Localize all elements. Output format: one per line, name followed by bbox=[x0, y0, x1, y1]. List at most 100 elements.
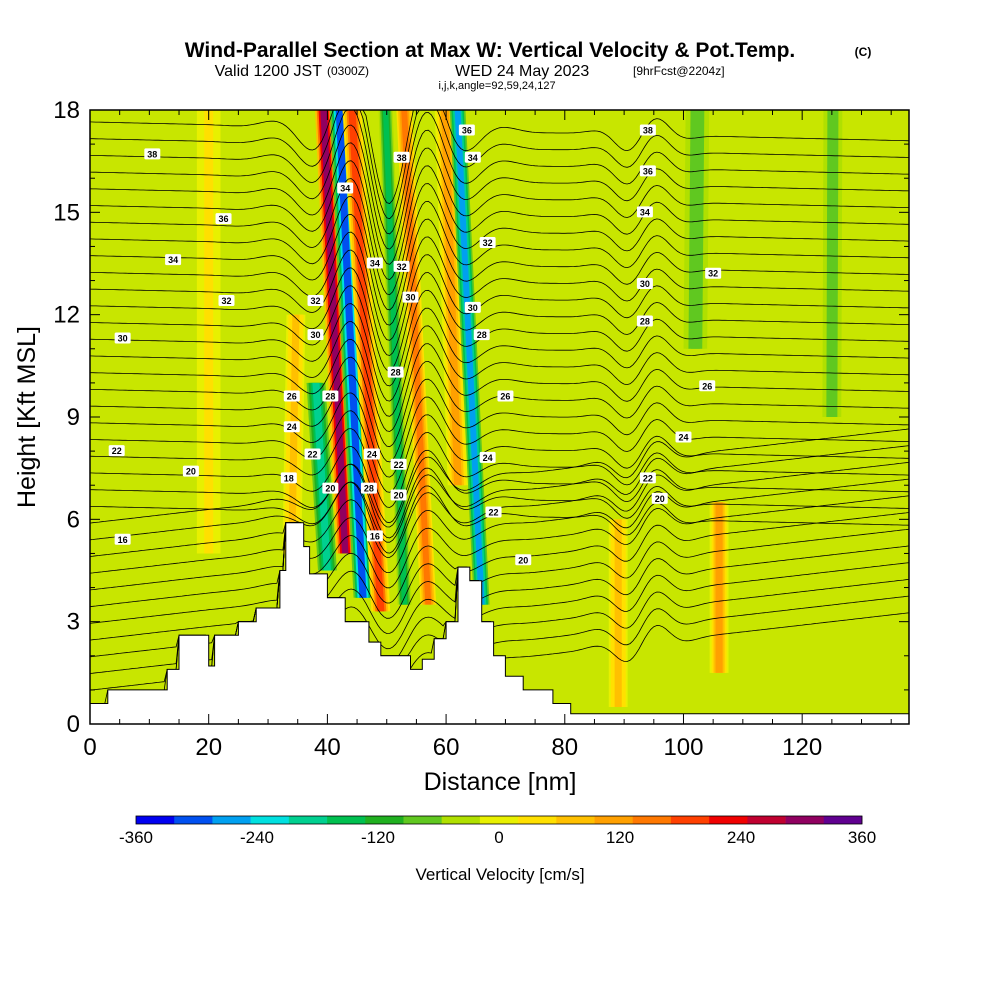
contour-label: 30 bbox=[114, 332, 131, 344]
theta-contour-line bbox=[90, 160, 909, 280]
valid-time: Valid 1200 JST bbox=[215, 63, 323, 80]
contour-label-bg bbox=[114, 533, 131, 545]
contour-label-bg bbox=[390, 489, 407, 501]
chart-title: Wind-Parallel Section at Max W: Vertical… bbox=[185, 39, 796, 62]
contour-label-bg bbox=[165, 254, 182, 266]
velocity-band bbox=[683, 110, 710, 349]
contour-label: 16 bbox=[366, 530, 383, 542]
colorbar-segment bbox=[403, 816, 442, 824]
contour-label-bg bbox=[479, 237, 496, 249]
theta-contour-line bbox=[90, 320, 909, 417]
contour-label: 30 bbox=[464, 301, 481, 313]
colorbar-segment bbox=[174, 816, 213, 824]
theta-contour-line bbox=[90, 338, 909, 432]
contour-label-bg bbox=[705, 267, 722, 279]
theta-contour-line bbox=[90, 285, 909, 387]
x-tick-label: 120 bbox=[782, 734, 822, 761]
contour-label: 24 bbox=[675, 431, 692, 443]
contour-label-bg bbox=[393, 151, 410, 163]
contour-label-bg bbox=[108, 445, 125, 457]
velocity-band-level bbox=[320, 110, 349, 554]
contour-label-bg bbox=[473, 329, 490, 341]
contour-label-text: 20 bbox=[655, 494, 665, 504]
contour-label-text: 20 bbox=[518, 555, 528, 565]
contour-labels: 16 18 20 22 24 26 28 30 32 34 36 38 34 34 32 30 38 36 34 32… bbox=[108, 124, 722, 566]
contour-label: 22 bbox=[639, 472, 656, 484]
plot-area: 16 18 20 22 24 26 28 30 32 34 36 38 34 34 32 30 38 36 34 32… bbox=[90, 110, 909, 724]
theta-contour-line bbox=[90, 428, 909, 508]
y-tick-label: 12 bbox=[53, 302, 80, 329]
chart-subtitle: Valid 1200 JST (0300Z) WED 24 May 2023 [… bbox=[215, 63, 725, 80]
contour-label-text: 16 bbox=[118, 535, 128, 545]
contour-label: 38 bbox=[393, 151, 410, 163]
colorbar-segment bbox=[823, 816, 863, 824]
contour-label-text: 22 bbox=[308, 450, 318, 460]
theta-contour-line bbox=[90, 463, 909, 539]
theta-contour-line bbox=[90, 195, 909, 311]
velocity-band-level bbox=[288, 314, 300, 554]
velocity-band-level bbox=[204, 110, 214, 554]
x-axis: 0 20 40 60 80 100 120 bbox=[83, 110, 892, 761]
contour-label-text: 32 bbox=[397, 262, 407, 272]
contour-label: 20 bbox=[651, 492, 668, 504]
contour-label-text: 34 bbox=[468, 153, 478, 163]
contour-label-bg bbox=[280, 472, 297, 484]
x-tick-label: 0 bbox=[83, 734, 96, 761]
theta-contour-line bbox=[90, 478, 909, 574]
terrain bbox=[90, 522, 909, 724]
theta-contour-line bbox=[90, 249, 909, 356]
contour-label-bg bbox=[636, 206, 653, 218]
x-tick-label: 20 bbox=[195, 734, 222, 761]
theta-contour-line bbox=[90, 303, 909, 402]
colorbar-segment bbox=[747, 816, 786, 824]
theta-contour-line bbox=[90, 374, 909, 463]
colorbar-segment bbox=[441, 816, 481, 824]
colorbar-segment bbox=[327, 816, 366, 824]
theta-contours bbox=[90, 110, 909, 704]
contour-label: 32 bbox=[218, 295, 235, 307]
colorbar-segment bbox=[288, 816, 328, 824]
copyright-mark: (C) bbox=[855, 45, 872, 59]
colorbar-segment bbox=[479, 816, 519, 824]
colorbar-tick-label: -240 bbox=[240, 828, 274, 847]
contour-label-text: 38 bbox=[643, 125, 653, 135]
contour-label-bg bbox=[464, 301, 481, 313]
contour-label-bg bbox=[322, 482, 339, 494]
contour-label-text: 36 bbox=[219, 214, 229, 224]
theta-contour-line bbox=[90, 124, 909, 250]
forecast-tag: [9hrFcst@2204z] bbox=[633, 64, 725, 78]
contour-label-bg bbox=[651, 492, 668, 504]
colorbar bbox=[135, 815, 863, 825]
theta-contour-line bbox=[90, 110, 909, 235]
colorbar-segment bbox=[670, 816, 710, 824]
contour-label-bg bbox=[360, 482, 377, 494]
contour-label-text: 22 bbox=[112, 446, 122, 456]
contour-label: 34 bbox=[366, 257, 383, 269]
contour-label-bg bbox=[182, 465, 199, 477]
contour-label-text: 36 bbox=[462, 125, 472, 135]
contour-label-text: 30 bbox=[640, 279, 650, 289]
velocity-band-level bbox=[690, 110, 702, 349]
colorbar-segment bbox=[250, 816, 290, 824]
contour-label-text: 20 bbox=[186, 467, 196, 477]
contour-label-text: 34 bbox=[340, 183, 350, 193]
theta-contour-line bbox=[90, 522, 909, 641]
contour-label: 24 bbox=[479, 451, 496, 463]
theta-contour-line bbox=[90, 522, 909, 624]
contour-label-bg bbox=[307, 329, 324, 341]
contour-label: 20 bbox=[322, 482, 339, 494]
contour-label-text: 22 bbox=[394, 460, 404, 470]
contour-label-bg bbox=[515, 554, 532, 566]
velocity-band-level bbox=[614, 519, 622, 707]
theta-contour-line bbox=[90, 213, 909, 326]
colorbar-ticks: -360 -240 -120 0 120 240 360 bbox=[119, 828, 876, 847]
x-axis-label: Distance [nm] bbox=[424, 768, 577, 796]
theta-contour-line bbox=[90, 445, 909, 543]
contour-label: 26 bbox=[699, 380, 716, 392]
y-tick-label: 18 bbox=[53, 97, 80, 124]
contour-label-text: 16 bbox=[370, 531, 380, 541]
contour-label-text: 34 bbox=[168, 255, 178, 265]
contour-label-text: 38 bbox=[397, 153, 407, 163]
